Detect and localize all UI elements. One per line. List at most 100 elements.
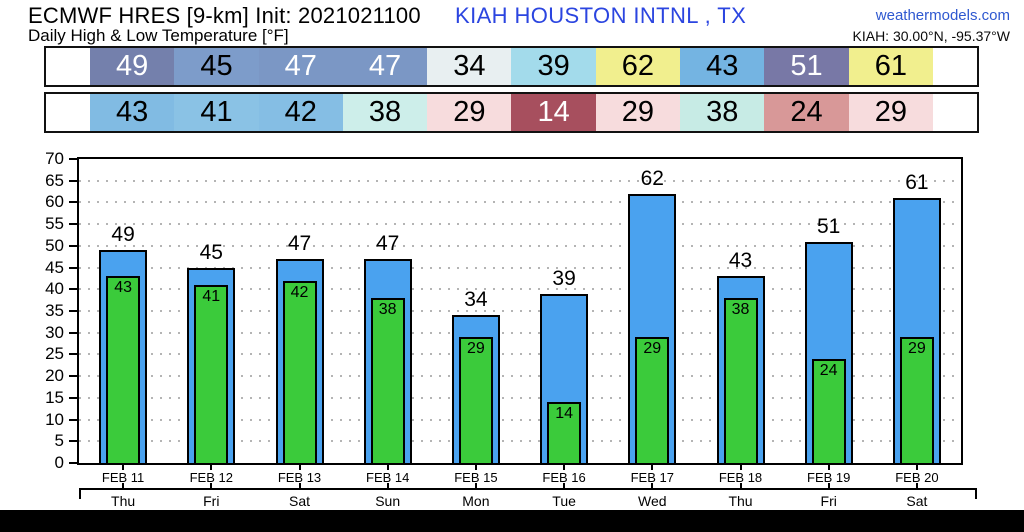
low-bar — [723, 297, 758, 463]
y-axis-tick — [69, 288, 79, 291]
x-date-label: FEB 12 — [189, 470, 233, 485]
x-date-label: FEB 17 — [630, 470, 674, 485]
grid-line — [79, 223, 961, 226]
y-axis-tick — [69, 223, 79, 226]
footer-bar — [0, 510, 1024, 532]
bar-low-label: 38 — [731, 300, 750, 318]
x-axis-tick — [210, 465, 213, 470]
grid-line — [79, 418, 961, 421]
grid-line — [79, 244, 961, 247]
low-strip-spacer — [932, 94, 977, 131]
high-strip-cell: 47 — [342, 48, 428, 85]
x-date-label: FEB 18 — [718, 470, 763, 485]
low-bar — [635, 337, 670, 463]
y-axis-tick — [69, 418, 79, 421]
low-bar — [547, 402, 582, 463]
bar-high-label: 34 — [464, 288, 488, 312]
y-tick-label: 30 — [45, 322, 64, 342]
bar-low-label: 29 — [466, 340, 485, 358]
low-strip-cell: 43 — [90, 94, 175, 131]
y-tick-label: 45 — [45, 257, 64, 277]
bar-low-label: 24 — [819, 361, 838, 379]
low-strip-cell: 14 — [511, 94, 596, 131]
grid-line — [79, 266, 961, 269]
low-strip-cell: 41 — [174, 94, 259, 131]
day-axis-tick — [122, 483, 125, 490]
day-axis-tick — [210, 483, 213, 490]
chart-plot-area: 49 43 45 41 47 42 47 38 34 29 39 14 62 29 43 38 51 24 61 29 — [69, 157, 963, 465]
y-axis-tick — [69, 179, 79, 182]
bar-low-label: 42 — [290, 283, 309, 301]
high-strip-cell: 34 — [427, 48, 512, 85]
x-date-label: FEB 20 — [895, 470, 939, 485]
high-strip-cell: 61 — [848, 48, 933, 85]
x-axis-tick — [474, 465, 477, 470]
grid-line — [79, 396, 961, 399]
y-tick-label: 15 — [45, 387, 64, 407]
y-axis-tick — [69, 331, 79, 334]
x-day-label: Wed — [638, 493, 667, 509]
station-name: KIAH HOUSTON INTNL , TX — [455, 3, 747, 28]
y-tick-label: 25 — [45, 344, 64, 364]
x-axis-tick — [122, 465, 125, 470]
x-axis-tick — [739, 465, 742, 470]
x-axis-tick — [915, 465, 918, 470]
x-day-label: Mon — [462, 493, 490, 509]
low-strip-cell: 29 — [427, 94, 512, 131]
day-axis-tick — [827, 483, 830, 490]
y-axis-tick — [69, 244, 79, 247]
bar-low-label: 14 — [555, 405, 573, 423]
bar-high-label: 45 — [199, 240, 223, 264]
day-axis-tick — [474, 483, 477, 490]
low-strip-cell: 24 — [764, 94, 849, 131]
y-axis-tick — [69, 462, 79, 464]
low-strip-cell: 29 — [595, 94, 681, 131]
y-tick-label: 60 — [45, 192, 64, 212]
y-tick-label: 35 — [45, 301, 64, 320]
y-tick-label: 20 — [45, 366, 64, 386]
site-link[interactable]: weathermodels.com — [875, 7, 1010, 24]
x-axis-tick — [651, 465, 654, 470]
bar-high-label: 61 — [905, 171, 929, 195]
y-tick-label: 70 — [45, 149, 64, 168]
high-strip-cell: 45 — [174, 48, 259, 85]
low-strip-cell: 42 — [258, 94, 343, 131]
x-day-label: Thu — [728, 493, 753, 509]
bar-low-label: 29 — [643, 340, 662, 358]
y-axis-tick — [69, 201, 79, 204]
bar-high-label: 47 — [376, 231, 400, 255]
high-strip-cell: 49 — [90, 48, 175, 85]
day-axis-tick — [298, 483, 301, 490]
y-tick-label: 5 — [54, 431, 64, 451]
model-title: ECMWF HRES [9-km] Init: 2021021100 — [28, 3, 421, 28]
day-axis-tick — [651, 483, 654, 490]
grid-line — [79, 440, 961, 443]
y-tick-label: 55 — [45, 214, 64, 234]
grid-line — [79, 375, 961, 378]
low-bar — [370, 297, 405, 463]
high-temp-strip: 49 45 47 47 34 39 62 43 51 61 — [44, 46, 979, 87]
x-axis-tick — [827, 465, 830, 470]
y-tick-label: 65 — [45, 170, 64, 190]
bar-high-label: 39 — [552, 266, 576, 290]
bar-high-label: 51 — [817, 214, 841, 238]
y-tick-label: 0 — [54, 453, 64, 472]
day-axis-endcap — [975, 490, 977, 499]
station-coords: KIAH: 30.00°N, -95.37°W — [852, 28, 1011, 44]
bar-high-label: 43 — [728, 249, 753, 273]
low-temp-strip: 43 41 42 38 29 14 29 38 24 29 — [44, 92, 979, 133]
low-strip-spacer — [46, 94, 90, 131]
high-strip-cell: 39 — [511, 48, 596, 85]
x-day-label: Fri — [203, 493, 220, 509]
bar-low-label: 29 — [907, 340, 926, 358]
x-day-label: Sun — [375, 493, 401, 509]
y-axis-tick — [69, 396, 79, 399]
low-bar — [899, 337, 934, 463]
bar-high-label: 62 — [640, 166, 664, 190]
grid-line — [79, 353, 961, 356]
low-bar — [194, 284, 229, 463]
x-day-label: Sat — [288, 493, 310, 509]
high-strip-cell: 43 — [680, 48, 765, 85]
x-day-label: Tue — [552, 493, 576, 509]
